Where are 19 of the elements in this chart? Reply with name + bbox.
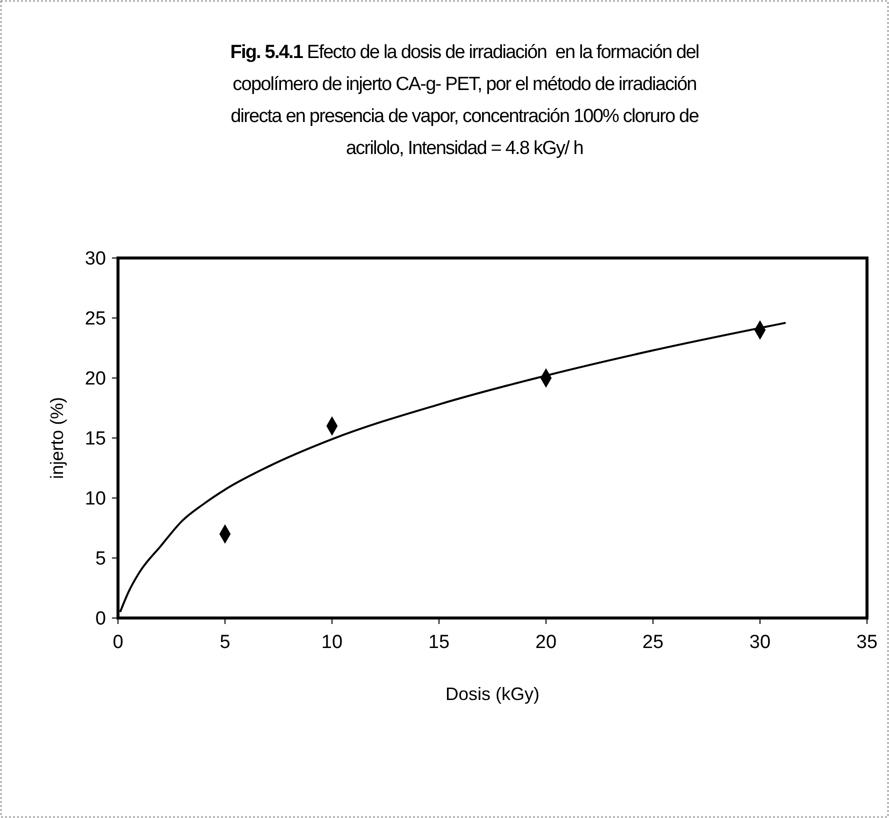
y-tick-label: 25 [84,308,106,330]
y-tick-label: 0 [95,608,106,630]
x-tick-label: 5 [220,632,230,653]
y-tick-label: 15 [84,428,106,450]
x-tick-label: 15 [428,632,450,653]
x-tick-label: 30 [749,632,771,653]
chart-title: Fig. 5.4.1 Efecto de la dosis de irradiación en la formación del copolímero de injerto CA-g- PET, por el método de irradiación directa en presencia de vapor, concentración 100% cloruro de acrilolo, Intensidad = 4.8 kGy/ h [230,42,699,159]
y-tick-label: 5 [95,548,106,570]
y-tick-label: 10 [84,488,106,510]
x-tick-label: 20 [535,632,557,653]
x-axis-title: Dosis (kGy) [446,684,540,704]
y-tick-label: 30 [84,248,106,270]
x-tick-label: 25 [642,632,664,653]
x-tick-label: 10 [321,632,343,653]
y-axis-title: injerto (%) [47,396,67,480]
y-tick-label: 20 [84,368,106,390]
line-series [119,322,787,613]
x-tick-label: 35 [856,632,878,653]
x-tick-label: 0 [112,632,124,653]
